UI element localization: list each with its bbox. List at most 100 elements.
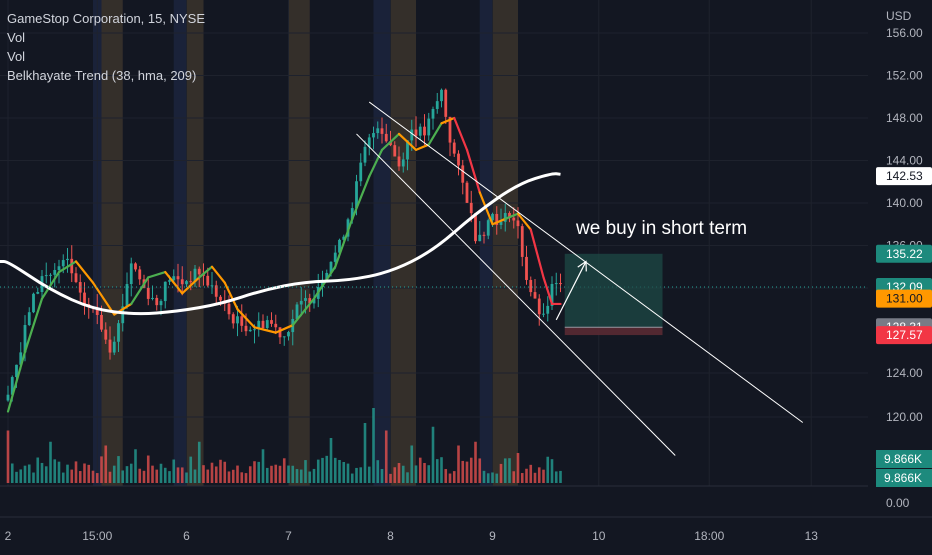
candle	[66, 247, 69, 273]
volume-bar	[172, 459, 176, 483]
candle	[270, 312, 273, 327]
candle	[321, 270, 324, 297]
volume-bar	[108, 471, 112, 483]
candle	[104, 322, 108, 344]
volume-indicator-label-1[interactable]: Vol	[7, 30, 26, 45]
session-band	[373, 0, 391, 486]
volume-bar	[134, 449, 137, 483]
trend-indicator-label[interactable]: Belkhayate Trend (38, hma, 209)	[7, 68, 197, 83]
volume-bar	[503, 458, 507, 483]
time-tick-label: 9	[489, 529, 496, 543]
candle-body	[108, 339, 112, 353]
volume-bar	[372, 408, 375, 483]
candle	[401, 152, 405, 173]
hma-segment	[40, 270, 61, 300]
candle-body	[397, 156, 401, 167]
candle	[495, 206, 499, 235]
candle	[359, 153, 363, 187]
volume-bar	[23, 465, 27, 483]
candle	[134, 262, 137, 272]
symbol-title[interactable]: GameStop Corporation, 15, NYSE	[7, 11, 205, 26]
candle-body	[278, 327, 282, 338]
hma-segment	[397, 132, 418, 151]
volume-bar	[469, 457, 473, 483]
candle	[367, 133, 371, 156]
hma-segment	[198, 265, 214, 279]
volume-indicator-label-2[interactable]: Vol	[7, 49, 26, 64]
hma-segment	[210, 265, 226, 284]
candle-body	[112, 341, 116, 353]
volume-bar	[168, 471, 171, 483]
candle-body	[342, 236, 346, 240]
volume-bar	[546, 456, 550, 483]
volume-bar	[274, 464, 278, 483]
candle	[214, 280, 218, 305]
price-tag-label: 135.22	[886, 247, 923, 261]
volume-bar	[418, 457, 422, 483]
candle	[227, 295, 231, 320]
candle	[6, 385, 10, 402]
candle-body	[380, 128, 384, 134]
buy-arrow	[555, 261, 587, 321]
price-tick-label: 152.00	[886, 69, 923, 83]
candle-body	[410, 129, 414, 141]
candle-body	[36, 291, 40, 294]
candles	[6, 88, 562, 402]
volume-bar	[397, 463, 401, 483]
candle-body	[70, 258, 74, 274]
candle	[414, 116, 418, 147]
candle-body	[6, 394, 10, 401]
hma-segment	[504, 212, 520, 221]
candle	[248, 326, 252, 332]
hma-segment	[380, 132, 401, 151]
volume-bar	[444, 469, 448, 483]
volume-bar	[240, 472, 244, 483]
candle-body	[533, 292, 537, 299]
candle-body	[53, 269, 57, 275]
volume-bar	[427, 465, 431, 483]
candle-body	[61, 260, 65, 267]
candle	[499, 208, 503, 230]
candle	[27, 307, 31, 327]
candle-body	[282, 336, 286, 338]
candle-body	[457, 153, 460, 166]
volume-bar	[223, 461, 227, 483]
currency-label: USD	[886, 9, 912, 23]
volume-bar	[406, 472, 409, 483]
candle	[554, 272, 558, 296]
volume-bar	[155, 469, 159, 483]
volume-bar	[138, 468, 142, 483]
price-tick-label: 144.00	[886, 154, 923, 168]
candle-body	[138, 269, 142, 280]
candle-body	[274, 323, 278, 328]
volume-bar	[452, 471, 456, 483]
candle-body	[253, 329, 256, 331]
session-band	[186, 0, 204, 486]
session-band	[479, 0, 493, 486]
candle-body	[554, 283, 558, 285]
candle	[474, 212, 477, 244]
session-band	[390, 0, 416, 486]
session-band	[101, 0, 123, 486]
volume-bar	[359, 467, 363, 483]
candle-body	[214, 285, 218, 297]
volume-bar	[176, 467, 180, 483]
candle	[372, 126, 375, 150]
volume-bar	[265, 467, 269, 483]
candle	[282, 336, 286, 346]
candle	[440, 88, 443, 108]
candle-body	[546, 305, 550, 314]
volume-bar	[423, 462, 426, 483]
volume-bar	[27, 464, 31, 483]
volume-bar	[376, 460, 380, 483]
hma-line	[6, 116, 562, 413]
candle	[299, 287, 303, 317]
time-tick-label: 7	[285, 529, 292, 543]
candle	[138, 265, 142, 285]
volume-bar	[465, 461, 469, 483]
hma-segment	[465, 148, 481, 194]
volume-bar	[214, 466, 218, 483]
volume-bar	[448, 473, 452, 483]
